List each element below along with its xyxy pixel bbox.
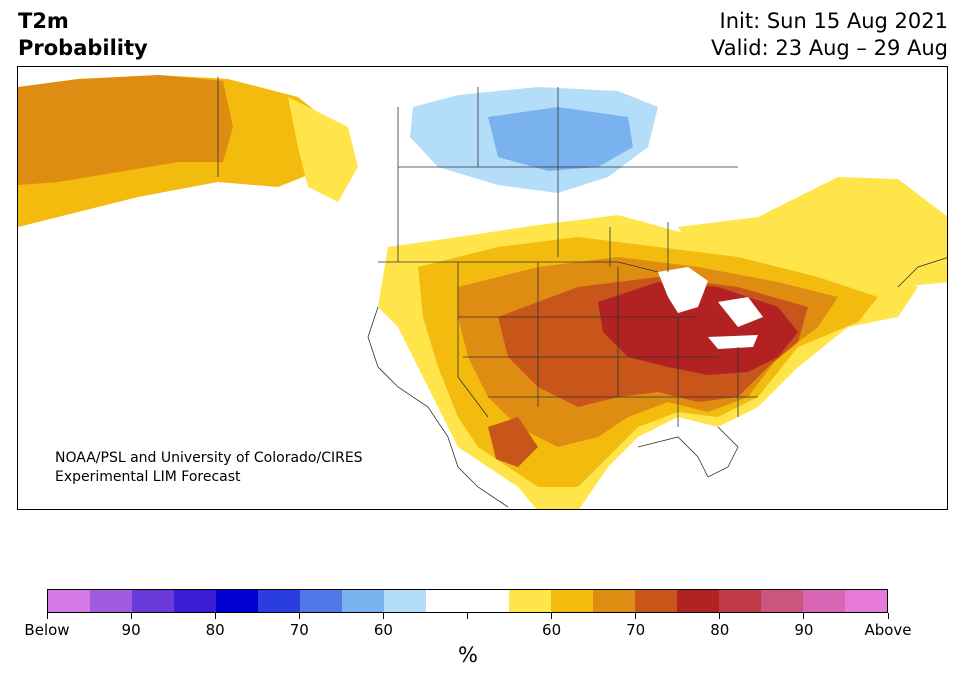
region-warm-70-alaska xyxy=(18,75,233,185)
colorbar-segment xyxy=(719,590,762,612)
colorbar-segment xyxy=(593,590,636,612)
colorbar-tick-label: Above xyxy=(864,621,912,639)
colorbar-tick-label: 90 xyxy=(121,621,141,639)
colorbar-tick-label: 60 xyxy=(542,621,562,639)
colorbar-tick xyxy=(635,613,637,619)
colorbar-segment xyxy=(635,590,678,612)
region-warm-70-mexico xyxy=(488,417,538,467)
colorbar-segment xyxy=(467,590,510,612)
colorbar-segment xyxy=(803,590,846,612)
colorbar-segment xyxy=(341,590,384,612)
credit-line-institution: NOAA/PSL and University of Colorado/CIRE… xyxy=(55,450,363,466)
forecast-dates: Init: Sun 15 Aug 2021 Valid: 23 Aug – 29… xyxy=(711,8,948,62)
title-line-type: Probability xyxy=(18,36,148,60)
colorbar-tick-label: 60 xyxy=(373,621,393,639)
colorbar-tick xyxy=(382,613,384,619)
colorbar-tick xyxy=(803,613,805,619)
colorbar-segment xyxy=(257,590,300,612)
credit-text: NOAA/PSL and University of Colorado/CIRE… xyxy=(55,449,363,487)
credit-line-product: Experimental LIM Forecast xyxy=(55,469,241,485)
colorbar-unit: % xyxy=(458,643,478,667)
great-lakes xyxy=(658,267,763,349)
colorbar-segment xyxy=(383,590,426,612)
title-line-variable: T2m xyxy=(18,9,69,33)
chart-title: T2m Probability xyxy=(18,8,148,62)
forecast-map xyxy=(17,66,948,510)
colorbar-tick xyxy=(467,613,468,619)
colorbar-tick-label: 80 xyxy=(710,621,730,639)
colorbar-segment xyxy=(845,590,888,612)
colorbar-tick-label: 70 xyxy=(626,621,646,639)
region-warm-55-canada-west xyxy=(288,97,358,202)
colorbar-segment xyxy=(89,590,132,612)
colorbar-tick xyxy=(887,613,889,619)
colorbar-tick-label: 90 xyxy=(794,621,814,639)
colorbar-segment xyxy=(425,590,468,612)
political-borders xyxy=(217,77,758,427)
colorbar-tick xyxy=(551,613,553,619)
coastlines xyxy=(367,257,947,508)
init-date: Init: Sun 15 Aug 2021 xyxy=(719,9,948,33)
colorbar-segment xyxy=(299,590,342,612)
colorbar-segment xyxy=(215,590,258,612)
colorbar-tick-label: Below xyxy=(24,621,70,639)
valid-range: Valid: 23 Aug – 29 Aug xyxy=(710,36,948,60)
colorbar-segment xyxy=(551,590,594,612)
colorbar xyxy=(47,589,888,613)
colorbar-segment xyxy=(677,590,720,612)
colorbar-segment xyxy=(48,590,90,612)
colorbar-tick-label: 70 xyxy=(289,621,309,639)
colorbar-tick xyxy=(298,613,300,619)
colorbar-tick xyxy=(214,613,216,619)
colorbar-segment xyxy=(131,590,174,612)
map-canvas xyxy=(18,75,947,509)
colorbar-tick xyxy=(46,613,48,619)
colorbar-tick xyxy=(130,613,132,619)
colorbar-tick xyxy=(719,613,721,619)
colorbar-segment xyxy=(761,590,804,612)
colorbar-segment xyxy=(173,590,216,612)
colorbar-tick-label: 80 xyxy=(205,621,225,639)
colorbar-segment xyxy=(509,590,552,612)
region-cold-70 xyxy=(488,107,633,171)
